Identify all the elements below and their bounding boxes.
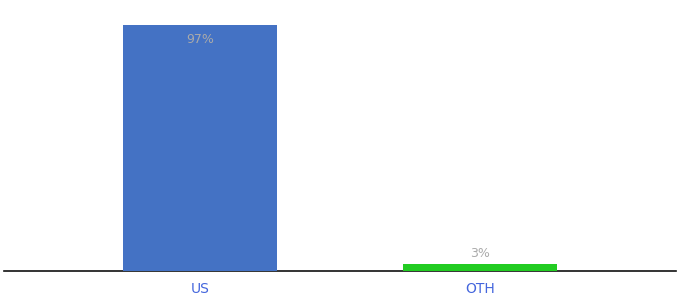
Bar bbox=[403, 264, 557, 272]
Bar bbox=[123, 25, 277, 272]
Text: 3%: 3% bbox=[470, 247, 490, 260]
Text: 97%: 97% bbox=[186, 33, 214, 46]
